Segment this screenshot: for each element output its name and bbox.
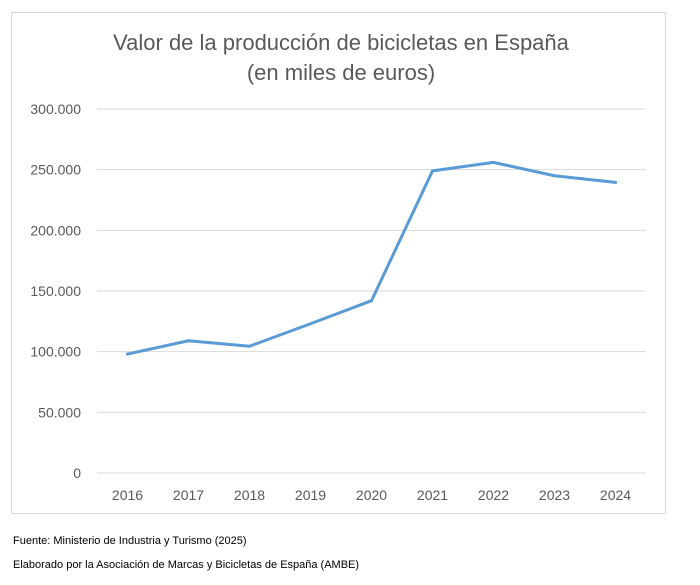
series-line-0 <box>126 160 617 356</box>
chart-frame <box>11 12 666 514</box>
y-tick-label: 50.000 <box>38 404 81 420</box>
data-point <box>370 299 373 303</box>
x-tick-label: 2016 <box>112 487 143 503</box>
x-tick-label: 2022 <box>478 487 509 503</box>
data-point <box>492 160 495 164</box>
x-tick-label: 2018 <box>234 487 265 503</box>
data-point <box>309 322 312 326</box>
x-tick-label: 2023 <box>539 487 570 503</box>
x-tick-label: 2021 <box>417 487 448 503</box>
data-point <box>187 339 190 343</box>
y-tick-label: 200.000 <box>30 222 81 238</box>
y-axis-ticks: 0 50.000 100.000 150.000 200.000 250.000 300.0… <box>30 101 81 481</box>
data-point <box>553 174 556 178</box>
source-note: Fuente: Ministerio de Industria y Turism… <box>13 535 247 547</box>
data-point <box>126 352 129 356</box>
y-tick-label: 150.000 <box>30 283 81 299</box>
series-layer <box>126 160 617 356</box>
gridlines <box>97 108 646 474</box>
line-chart: Valor de la producción de bicicletas en … <box>30 30 646 503</box>
y-tick-label: 0 <box>73 465 81 481</box>
x-tick-label: 2019 <box>295 487 326 503</box>
x-tick-label: 2017 <box>173 487 204 503</box>
credit-note: Elaborado por la Asociación de Marcas y … <box>13 559 360 571</box>
y-tick-label: 250.000 <box>30 162 81 178</box>
data-point <box>248 344 251 348</box>
x-tick-label: 2024 <box>600 487 631 503</box>
y-tick-label: 300.000 <box>30 101 81 117</box>
data-point <box>614 180 617 184</box>
chart-title-line-1: Valor de la producción de bicicletas en … <box>113 30 570 55</box>
data-point <box>431 169 434 173</box>
x-axis-ticks: 2016 2017 2018 2019 2020 2021 2022 2023 2024 <box>112 487 631 503</box>
chart-title-line-2: (en miles de euros) <box>247 60 435 85</box>
x-tick-label: 2020 <box>356 487 387 503</box>
y-tick-label: 100.000 <box>30 344 81 360</box>
